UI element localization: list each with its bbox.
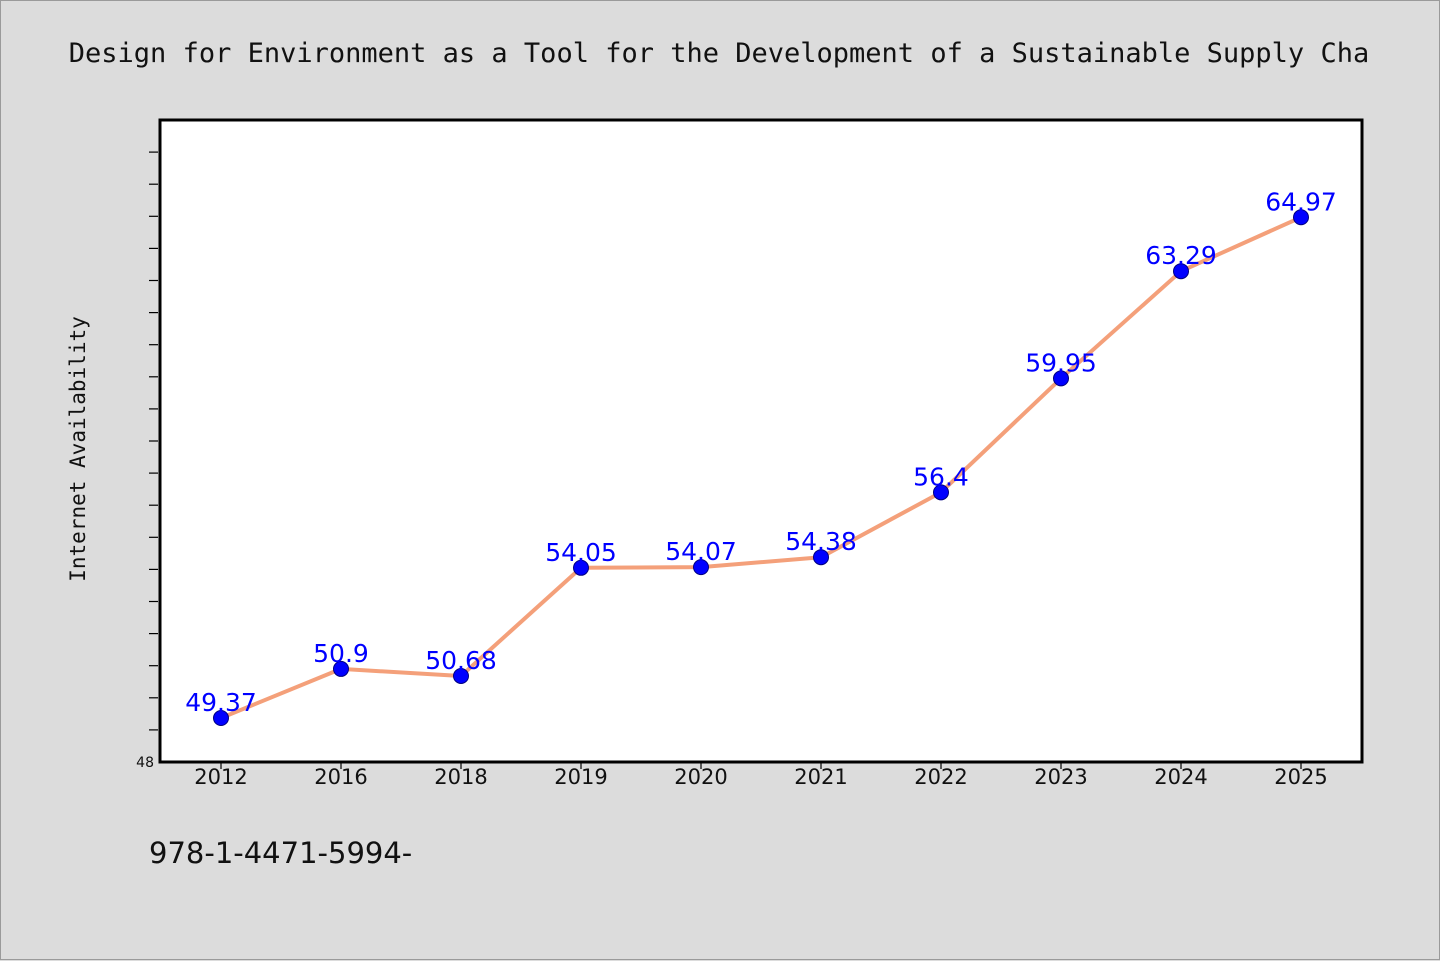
x-tick-label: 2025 <box>1274 765 1327 789</box>
data-point <box>453 667 469 684</box>
y-tick-label: 48 <box>136 755 154 771</box>
data-label: 59.95 <box>1025 348 1097 377</box>
data-point <box>1293 209 1309 226</box>
x-tick-label: 2022 <box>914 765 967 789</box>
data-label: 49.37 <box>185 688 257 717</box>
data-label: 63.29 <box>1145 241 1217 270</box>
data-label: 64.97 <box>1265 187 1337 216</box>
x-axis-ticks: 2012 2016 2018 2019 2020 2021 2022 2023 2024 2025 <box>194 763 1328 789</box>
data-label: 56.4 <box>913 462 969 491</box>
data-label: 54.07 <box>665 537 737 566</box>
x-tick-label: 2020 <box>674 765 727 789</box>
x-tick-label: 2012 <box>194 765 247 789</box>
data-point <box>573 559 589 576</box>
data-label: 50.9 <box>313 639 369 668</box>
footnote-text: 978-1-4471-5994- <box>149 836 412 870</box>
chart-title: Design for Environment as a Tool for the… <box>69 38 1369 69</box>
data-point <box>693 559 709 576</box>
x-tick-label: 2021 <box>794 765 847 789</box>
x-tick-label: 2016 <box>314 765 367 789</box>
data-point <box>1173 263 1189 280</box>
series-line <box>219 215 1303 721</box>
data-point <box>333 660 349 677</box>
y-axis-ticks: 48 <box>136 151 158 771</box>
data-label-layer: 49.37 50.9 50.68 54.05 54.07 54.38 56.4 59.95 63… <box>185 187 1337 717</box>
series-layer <box>213 209 1309 727</box>
x-tick-label: 2019 <box>554 765 607 789</box>
x-tick-label: 2018 <box>434 765 487 789</box>
data-point <box>1053 370 1069 387</box>
data-point <box>933 484 949 501</box>
plot-area <box>158 118 1364 764</box>
x-tick-label: 2023 <box>1034 765 1087 789</box>
data-label: 54.38 <box>785 527 857 556</box>
x-tick-label: 2024 <box>1154 765 1207 789</box>
y-axis-label: Internet Availability <box>66 316 90 582</box>
data-point <box>213 710 229 727</box>
data-point <box>813 549 829 566</box>
data-label: 54.05 <box>545 538 617 567</box>
data-label: 50.68 <box>425 646 497 675</box>
